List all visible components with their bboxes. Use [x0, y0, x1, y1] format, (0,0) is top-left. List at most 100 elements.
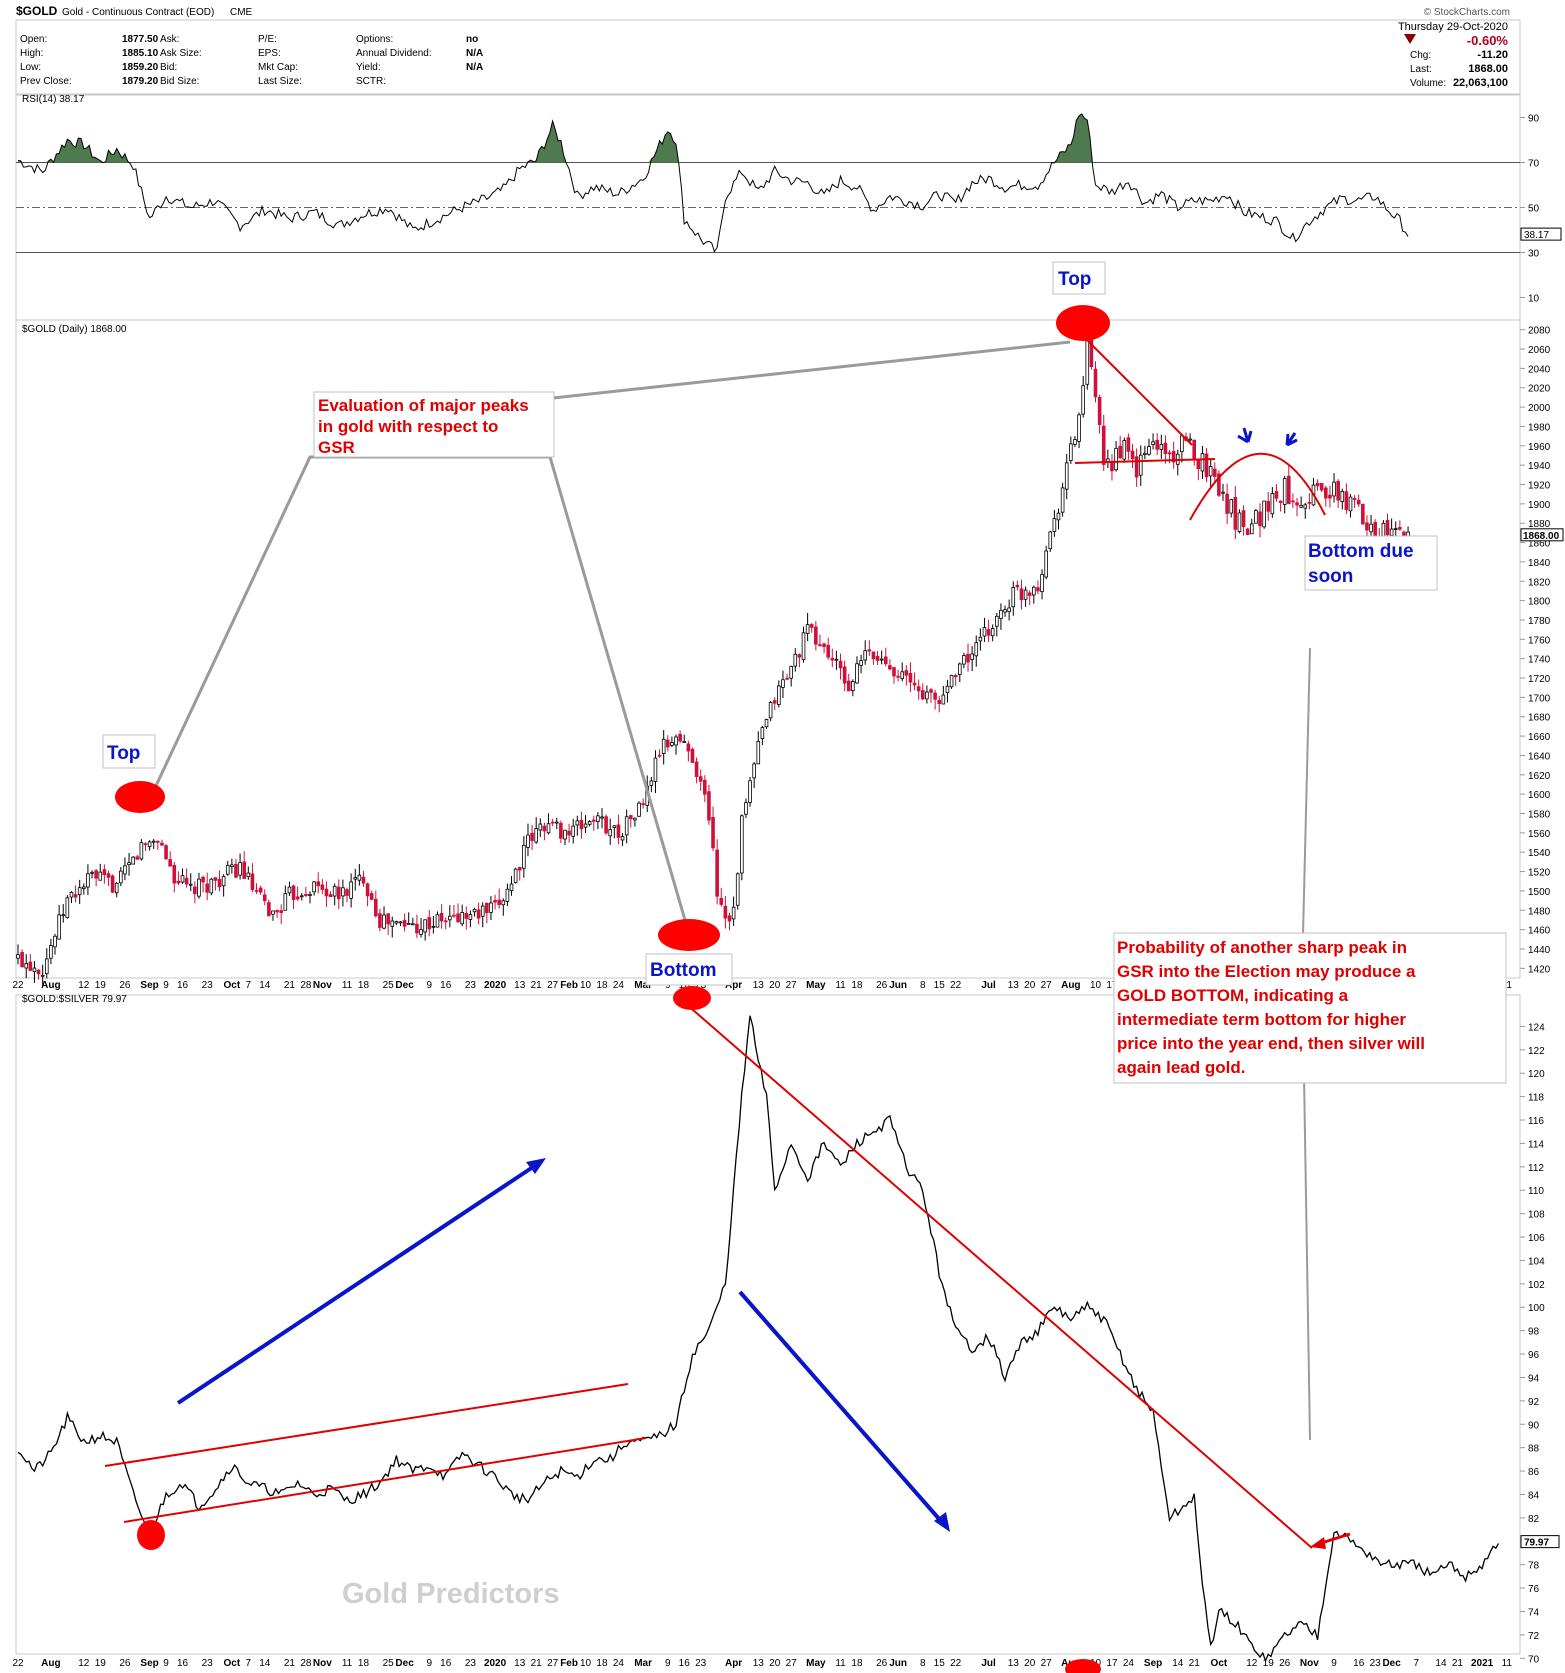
candle-body — [69, 891, 74, 898]
candle-body — [1048, 531, 1053, 550]
x-tick-label: 24 — [613, 980, 625, 991]
candle-body — [678, 734, 682, 742]
x-tick-label: 13 — [1008, 1658, 1020, 1669]
candle-body — [908, 673, 913, 683]
candle-body — [225, 864, 230, 875]
label-bottom: Bottom — [650, 960, 716, 981]
ratio-y-tick-label: 90 — [1528, 1420, 1540, 1431]
candle-body — [49, 945, 53, 959]
candle-body — [1299, 504, 1303, 508]
header-field-label: P/E: — [258, 34, 277, 45]
blue-pointer-icon-2 — [1285, 432, 1298, 447]
candle-body — [1237, 512, 1242, 532]
candle-body — [36, 969, 41, 975]
candle-body — [768, 702, 773, 719]
candle-body — [1303, 504, 1308, 509]
candle-body — [135, 856, 140, 860]
candle-body — [246, 872, 251, 878]
header-field-label: Prev Close: — [20, 76, 72, 87]
ratio-y-tick-label: 72 — [1528, 1631, 1540, 1642]
candle-body — [423, 919, 427, 933]
candle-body — [279, 910, 284, 913]
probability-line-3: GOLD BOTTOM, indicating a — [1117, 986, 1349, 1005]
candle-body — [1249, 523, 1254, 535]
symbol: $GOLD — [16, 4, 58, 18]
watermark: Gold Predictors — [342, 1578, 560, 1610]
x-tick-label: 11 — [342, 1658, 353, 1669]
candle-body — [1262, 500, 1266, 528]
x-tick-label: 19 — [1263, 1658, 1275, 1669]
candle-body — [1081, 385, 1085, 415]
x-tick-label: 13 — [514, 1658, 526, 1669]
candle-body — [1221, 491, 1225, 494]
candle-body — [341, 887, 345, 897]
price-y-tick-label: 2020 — [1528, 384, 1551, 395]
candle-body — [456, 913, 460, 923]
ratio-y-tick-label: 82 — [1528, 1514, 1540, 1525]
candle-body — [591, 819, 596, 822]
x-tick-label: Mar — [634, 980, 652, 991]
price-title: $GOLD (Daily) 1868.00 — [22, 324, 127, 335]
x-tick-label: 27 — [547, 980, 559, 991]
candle-body — [468, 914, 473, 920]
candle-body — [945, 685, 950, 694]
candle-body — [164, 845, 168, 860]
candle-body — [345, 889, 349, 896]
candle-body — [308, 894, 312, 896]
candle-body — [711, 816, 715, 849]
candle-body — [431, 925, 436, 928]
candle-body — [1204, 453, 1209, 478]
rsi-line — [17, 113, 1409, 253]
ratio-y-tick-label: 120 — [1528, 1069, 1545, 1080]
candle-body — [497, 899, 501, 905]
candle-body — [73, 894, 78, 898]
candle-body — [114, 882, 119, 894]
candle-body — [501, 900, 506, 906]
x-tick-label: 26 — [119, 1658, 131, 1669]
rsi-y-tick-label: 90 — [1528, 114, 1540, 125]
candle-body — [156, 840, 160, 843]
annotation-lines — [104, 332, 1351, 1549]
candle-body — [785, 677, 789, 680]
candle-body — [727, 915, 732, 922]
candle-body — [1171, 451, 1176, 463]
label-top-right: Top — [1058, 269, 1091, 290]
candle-body — [740, 815, 744, 874]
price-y-tick-label: 1960 — [1528, 442, 1551, 453]
x-tick-label: 11 — [342, 980, 353, 991]
candle-body — [1143, 452, 1147, 455]
candle-body — [1130, 450, 1135, 460]
candle-body — [419, 929, 423, 935]
candle-body — [1336, 480, 1340, 501]
candle-body — [53, 935, 57, 948]
rsi-last-value: 38.17 — [1524, 230, 1549, 241]
candle-body — [1023, 589, 1028, 600]
ratio-y-tick-label: 108 — [1528, 1210, 1545, 1221]
candle-body — [176, 880, 181, 884]
blue-arrow-up-line — [176, 1163, 538, 1405]
candle-body — [707, 791, 711, 821]
x-tick-label: 11 — [835, 1658, 846, 1669]
x-tick-label: Nov — [1300, 1658, 1319, 1669]
candle-body — [1118, 445, 1122, 459]
candle-body — [814, 626, 818, 645]
ratio-downtrend-line — [684, 1002, 1313, 1549]
candle-body — [925, 691, 929, 700]
ratio-y-tick-label: 112 — [1528, 1163, 1544, 1174]
x-tick-label: 16 — [440, 1658, 452, 1669]
candle-body — [826, 644, 830, 658]
callout-line-bottom-due — [1302, 647, 1311, 936]
candle-body — [818, 644, 822, 647]
evaluation-line-2: in gold with respect to — [318, 417, 498, 436]
candle-body — [119, 870, 123, 884]
candle-body — [1233, 497, 1238, 530]
candle-body — [1258, 511, 1262, 527]
candle-body — [1307, 501, 1312, 504]
candle-body — [587, 821, 592, 825]
x-tick-label: 16 — [1353, 1658, 1365, 1669]
candle-body — [221, 875, 226, 887]
x-tick-label: Feb — [560, 1658, 578, 1669]
candle-body — [353, 877, 358, 880]
candle-body — [205, 883, 209, 893]
price-y-tick-label: 2000 — [1528, 403, 1551, 414]
